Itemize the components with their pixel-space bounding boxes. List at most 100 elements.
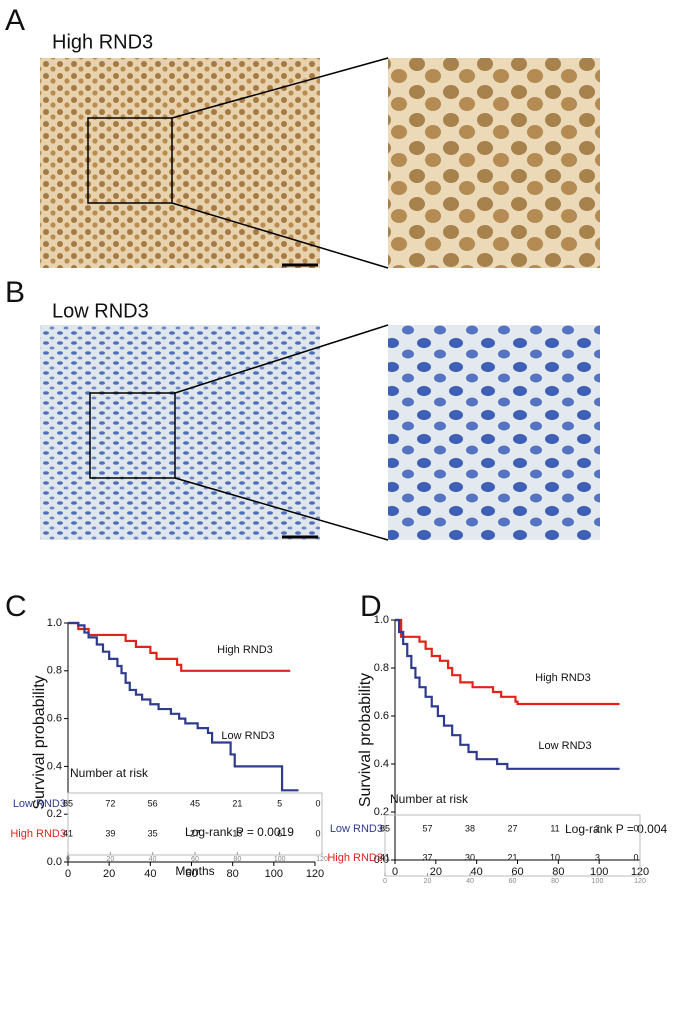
risk-title: Number at risk xyxy=(390,792,469,806)
survival-curve xyxy=(395,618,620,770)
zoom-line xyxy=(171,57,389,119)
risk-x-label: Months xyxy=(175,864,214,878)
x-tick-label: 100 xyxy=(265,868,283,880)
risk-tick-label: 100 xyxy=(274,856,286,863)
risk-value: 35 xyxy=(148,828,158,838)
micrograph-low-zoom xyxy=(388,325,600,540)
risk-row-name: High RND3 xyxy=(10,828,66,840)
series-label: High RND3 xyxy=(535,672,591,684)
zoom-line xyxy=(171,202,389,269)
risk-value: 27 xyxy=(507,823,517,833)
risk-value: 3 xyxy=(595,852,600,862)
x-tick-label: 100 xyxy=(590,866,608,878)
risk-value: 30 xyxy=(465,852,475,862)
annotation: Log-rank P = 0.004 xyxy=(565,822,668,836)
risk-tick-label: 0 xyxy=(66,856,70,863)
risk-tick-label: 0 xyxy=(383,878,387,885)
y-tick-label: 0.8 xyxy=(47,665,62,677)
survival-curve xyxy=(68,621,299,792)
zoom-box xyxy=(89,392,176,479)
y-tick-label: 0.8 xyxy=(374,662,389,674)
y-tick-label: 1.0 xyxy=(47,617,62,629)
risk-value: 85 xyxy=(63,798,73,808)
y-tick-label: 0.2 xyxy=(374,806,389,818)
risk-value: 0 xyxy=(315,828,320,838)
zoom-line xyxy=(174,477,389,541)
image-label: High RND3 xyxy=(52,31,153,53)
risk-value: 6 xyxy=(277,828,282,838)
risk-value: 37 xyxy=(422,852,432,862)
y-tick-label: 1.0 xyxy=(374,614,389,626)
risk-row-name: Low RND3 xyxy=(13,798,66,810)
survival-curve xyxy=(68,621,291,672)
zoom-line xyxy=(174,324,389,394)
y-tick-label: 0.6 xyxy=(47,713,62,725)
risk-value: 2 xyxy=(595,823,600,833)
risk-tick-label: 120 xyxy=(634,878,646,885)
x-tick-label: 120 xyxy=(306,868,324,880)
risk-value: 0 xyxy=(633,823,638,833)
annotation: Log-rank P = 0.0019 xyxy=(185,825,294,839)
risk-value: 0 xyxy=(633,852,638,862)
risk-value: 72 xyxy=(105,798,115,808)
y-tick-label: 0.2 xyxy=(47,808,62,820)
risk-value: 11 xyxy=(550,823,559,833)
x-tick-label: 60 xyxy=(185,868,197,880)
risk-row-name: Low RND3 xyxy=(330,823,383,835)
y-axis-label: Survival probability xyxy=(31,675,48,809)
risk-value: 57 xyxy=(422,823,432,833)
series-label: Low RND3 xyxy=(221,730,274,742)
risk-row-name: High RND3 xyxy=(327,852,383,864)
risk-tick-label: 20 xyxy=(106,856,114,863)
risk-value: 5 xyxy=(277,798,282,808)
risk-value: 39 xyxy=(105,828,115,838)
x-tick-label: 60 xyxy=(511,866,523,878)
x-tick-label: 40 xyxy=(471,866,483,878)
micrograph-high-zoom xyxy=(388,58,600,268)
panel-label: B xyxy=(5,276,25,309)
panel-label: D xyxy=(360,590,382,623)
risk-title: Number at risk xyxy=(70,766,149,780)
survival-curve xyxy=(395,618,620,706)
zoom-box xyxy=(87,117,173,204)
risk-tick-label: 100 xyxy=(592,878,604,885)
y-tick-label: 0.4 xyxy=(374,758,389,770)
x-tick-label: 80 xyxy=(227,868,239,880)
risk-tick-label: 40 xyxy=(466,878,474,885)
risk-value: 0 xyxy=(315,798,320,808)
y-axis-label: Survival probability xyxy=(357,673,374,807)
risk-value: 38 xyxy=(465,823,475,833)
risk-value: 41 xyxy=(63,828,73,838)
risk-value: 85 xyxy=(380,823,390,833)
panel-label: A xyxy=(5,4,25,37)
risk-value: 13 xyxy=(232,828,242,838)
x-tick-label: 40 xyxy=(144,868,156,880)
risk-value: 45 xyxy=(190,798,200,808)
risk-value: 56 xyxy=(148,798,158,808)
y-tick-label: 0.6 xyxy=(374,710,389,722)
x-tick-label: 20 xyxy=(103,868,115,880)
series-label: Low RND3 xyxy=(538,740,591,752)
risk-value: 41 xyxy=(380,852,390,862)
risk-tick-label: 40 xyxy=(149,856,157,863)
x-tick-label: 20 xyxy=(430,866,442,878)
risk-value: 10 xyxy=(550,852,560,862)
risk-tick-label: 80 xyxy=(233,856,241,863)
series-label: High RND3 xyxy=(217,644,273,656)
risk-tick-label: 120 xyxy=(316,856,328,863)
risk-value: 21 xyxy=(232,798,242,808)
y-tick-label: 0.4 xyxy=(47,760,62,772)
x-tick-label: 0 xyxy=(65,868,71,880)
risk-value: 21 xyxy=(507,852,517,862)
risk-value: 27 xyxy=(190,828,200,838)
risk-tick-label: 60 xyxy=(509,878,517,885)
micrograph-high xyxy=(40,58,320,268)
risk-tick-label: 60 xyxy=(191,856,199,863)
y-tick-label: 0.0 xyxy=(47,856,62,868)
risk-tick-label: 80 xyxy=(551,878,559,885)
image-label: Low RND3 xyxy=(52,300,149,322)
risk-tick-label: 20 xyxy=(424,878,432,885)
x-tick-label: 0 xyxy=(392,866,398,878)
